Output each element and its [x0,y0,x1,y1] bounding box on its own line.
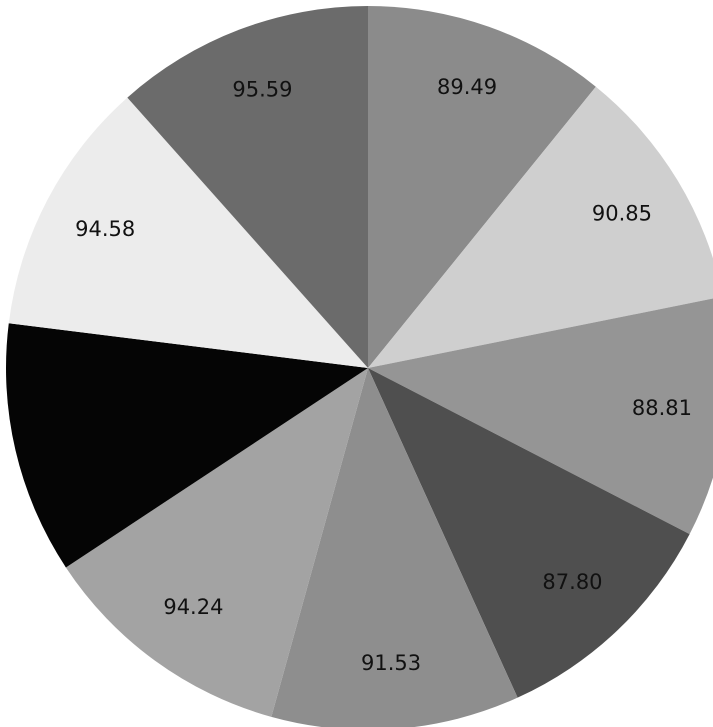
slice-value-label: 88.81 [632,396,692,420]
pie-slices [6,6,713,727]
slice-value-label: 87.80 [542,570,602,594]
pie-slice [368,6,596,368]
slice-value-label: 91.53 [361,651,421,675]
pie-slice [368,298,713,535]
pie-slice [65,368,369,717]
slice-value-label: 89.49 [437,75,497,99]
pie-slice [8,97,369,368]
pie-slice [368,86,713,368]
slice-value-label: 94.58 [75,217,135,241]
pie-slice [368,368,690,698]
slice-value-label: 95.59 [232,78,292,102]
pie-slice [127,6,368,368]
slice-value-label: 90.85 [592,201,652,225]
pie-slice [271,368,518,727]
slice-value-label: 94.24 [163,595,223,619]
pie-labels: 89.49 90.85 88.81 87.80 91.53 94.24 94.58 95.59 [75,75,692,675]
pie-slice [6,323,369,568]
